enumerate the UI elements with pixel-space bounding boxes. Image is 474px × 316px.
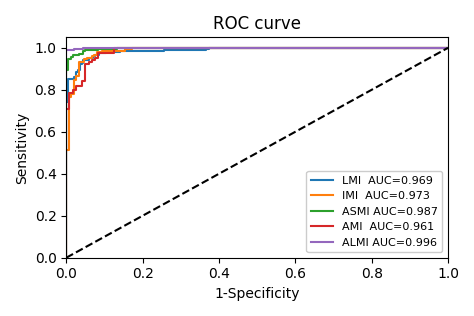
ALMI AUC=0.996 — [315, 46, 321, 50]
Line: LMI  AUC=0.969: LMI AUC=0.969 — [66, 48, 448, 258]
AMI  AUC=0.961 — [64, 209, 69, 212]
Line: AMI  AUC=0.961: AMI AUC=0.961 — [66, 48, 448, 258]
AMI  AUC=0.961 — [67, 98, 73, 102]
Line: ALMI AUC=0.996: ALMI AUC=0.996 — [66, 48, 448, 258]
Y-axis label: Sensitivity: Sensitivity — [15, 112, 29, 184]
IMI  AUC=0.973 — [129, 46, 135, 50]
IMI  AUC=0.973 — [71, 91, 77, 94]
ALMI AUC=0.996 — [80, 46, 86, 50]
AMI  AUC=0.961 — [111, 46, 117, 50]
LMI  AUC=0.969 — [243, 46, 248, 50]
IMI  AUC=0.973 — [64, 256, 69, 260]
Title: ROC curve: ROC curve — [213, 15, 301, 33]
ASMI AUC=0.987 — [161, 46, 167, 50]
IMI  AUC=0.973 — [73, 78, 79, 82]
LMI  AUC=0.969 — [107, 50, 113, 54]
AMI  AUC=0.961 — [445, 46, 451, 50]
ASMI AUC=0.987 — [118, 46, 124, 50]
IMI  AUC=0.973 — [445, 46, 451, 50]
AMI  AUC=0.961 — [439, 46, 445, 50]
ALMI AUC=0.996 — [64, 103, 69, 107]
ALMI AUC=0.996 — [64, 256, 69, 260]
ASMI AUC=0.987 — [64, 244, 69, 248]
IMI  AUC=0.973 — [328, 46, 334, 50]
LMI  AUC=0.969 — [64, 256, 69, 260]
ALMI AUC=0.996 — [64, 152, 69, 155]
LMI  AUC=0.969 — [86, 58, 92, 61]
Line: ASMI AUC=0.987: ASMI AUC=0.987 — [66, 48, 448, 258]
ASMI AUC=0.987 — [354, 46, 360, 50]
ASMI AUC=0.987 — [64, 178, 69, 181]
IMI  AUC=0.973 — [285, 46, 291, 50]
ASMI AUC=0.987 — [114, 46, 120, 50]
AMI  AUC=0.961 — [121, 46, 127, 50]
ASMI AUC=0.987 — [64, 256, 69, 260]
Legend: LMI  AUC=0.969, IMI  AUC=0.973, ASMI AUC=0.987, AMI  AUC=0.961, ALMI AUC=0.996: LMI AUC=0.969, IMI AUC=0.973, ASMI AUC=0… — [307, 171, 442, 252]
ALMI AUC=0.996 — [184, 46, 190, 50]
LMI  AUC=0.969 — [445, 46, 451, 50]
ALMI AUC=0.996 — [175, 46, 181, 50]
Line: IMI  AUC=0.973: IMI AUC=0.973 — [66, 48, 448, 258]
X-axis label: 1-Specificity: 1-Specificity — [214, 287, 300, 301]
LMI  AUC=0.969 — [207, 46, 212, 50]
LMI  AUC=0.969 — [172, 48, 178, 52]
IMI  AUC=0.973 — [392, 46, 397, 50]
ALMI AUC=0.996 — [445, 46, 451, 50]
ASMI AUC=0.987 — [445, 46, 451, 50]
AMI  AUC=0.961 — [299, 46, 304, 50]
ALMI AUC=0.996 — [64, 134, 69, 138]
ASMI AUC=0.987 — [144, 46, 150, 50]
IMI  AUC=0.973 — [206, 46, 211, 50]
LMI  AUC=0.969 — [64, 201, 69, 205]
AMI  AUC=0.961 — [248, 46, 254, 50]
LMI  AUC=0.969 — [64, 105, 69, 108]
AMI  AUC=0.961 — [64, 256, 69, 260]
